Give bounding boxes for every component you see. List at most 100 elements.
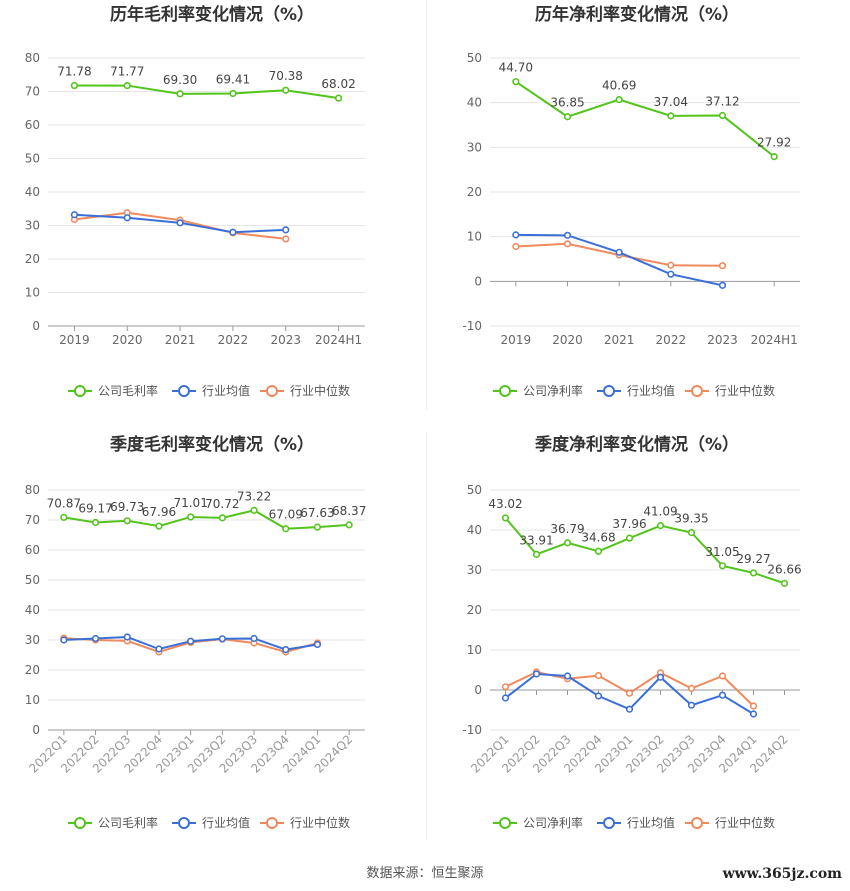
data-point [70,81,79,90]
data-point [532,550,541,558]
data-point [625,534,634,542]
data-point [512,231,520,239]
data-point [70,211,79,219]
legend-swatch-marker [74,817,86,829]
chart-annual-net-margin: 历年净利率变化情况（%） -10 0 10 20 30 40 50 2019 2020 2021 20… [425,0,850,430]
data-point [218,635,226,643]
legend-label: 行业均值 [202,815,250,830]
data-point [282,226,290,234]
data-label: 69.41 [216,72,250,86]
y-tick-label: 60 [25,118,40,132]
data-label: 67.63 [300,506,334,520]
y-tick-label: 50 [467,483,482,497]
data-point [501,683,510,691]
data-label: 39.35 [674,512,708,526]
data-label: 69.17 [78,501,112,515]
data-point [532,670,541,678]
divider [426,0,427,410]
data-point [718,562,727,570]
data-point [91,634,100,643]
data-label: 70.87 [47,496,81,510]
data-label: 31.05 [705,545,739,559]
data-label: 37.96 [612,517,646,531]
y-tick-label: 30 [467,140,482,154]
legend-swatch-marker [178,817,190,829]
x-tick-label: 2021 [165,333,196,347]
y-tick-label: 0 [474,274,482,288]
data-point [667,270,675,278]
data-point [282,86,290,94]
legend-label: 行业均值 [627,815,675,830]
data-point [563,672,572,680]
data-point [563,240,572,248]
data-point [187,513,195,521]
data-point [594,547,603,555]
data-point [718,281,727,289]
data-point [512,78,520,86]
data-point [155,645,163,653]
data-point [749,710,758,718]
data-label: 40.69 [602,79,636,93]
data-point [615,95,623,104]
data-point [563,231,572,239]
data-label: 37.12 [705,95,739,109]
x-tick-label: 2019 [501,333,532,347]
source-note: 数据来源：恒生聚源 [366,866,484,881]
x-tick-label: 2020 [552,333,583,347]
y-tick-label: 50 [25,152,40,166]
y-tick-label: 20 [25,663,40,677]
legend-swatch-marker [74,385,86,397]
y-tick-label: 40 [467,523,482,537]
data-label: 67.96 [142,505,176,519]
series-line [515,233,723,287]
data-label: 70.38 [269,69,303,83]
legend-swatch-marker [691,817,703,829]
data-label: 44.70 [499,61,533,75]
data-point [687,528,696,537]
data-label: 43.02 [488,497,522,511]
series-line [504,517,785,585]
data-label: 69.30 [163,73,197,87]
chart-title: 季度毛利率变化情况（%） [110,434,314,455]
x-tick-label: 2020 [112,333,143,347]
y-tick-label: 40 [25,185,40,199]
data-point [780,579,789,587]
chart-title: 历年净利率变化情况（%） [535,4,739,25]
legend-label: 行业均值 [627,383,675,398]
data-label: 69.73 [110,500,144,514]
chart-svg: 季度毛利率变化情况（%）010203040506070802022Q12022Q… [25,434,367,830]
y-tick-label: 10 [25,693,40,707]
y-tick-label: 30 [25,219,40,233]
x-tick-label: 2023 [270,333,301,347]
legend-label: 公司净利率 [523,383,583,398]
data-label: 27.92 [757,136,791,150]
data-label: 41.09 [643,505,677,519]
legend-swatch-marker [178,385,190,397]
y-tick-label: 70 [25,513,40,527]
x-tick-label: 2022 [656,333,687,347]
series-line [63,509,350,530]
legend-label: 行业中位数 [715,383,775,398]
series-line [505,670,755,707]
data-point [250,506,258,514]
data-point [667,112,675,120]
legend-swatch-marker [499,817,511,829]
legend-swatch-marker [266,817,278,829]
y-tick-label: 70 [25,85,40,99]
y-tick-label: 20 [467,603,482,617]
series-line [74,84,339,100]
data-point [770,153,778,161]
data-label: 29.27 [736,552,770,566]
data-point [123,517,131,525]
data-point [176,219,184,227]
data-point [91,518,100,527]
y-tick-label: 0 [32,319,40,333]
y-tick-label: 20 [467,185,482,199]
y-tick-label: 0 [474,683,482,697]
y-tick-label: 80 [25,51,40,65]
x-tick-label: 2024H1 [751,333,798,347]
x-tick-label: 2021 [604,333,635,347]
chart-title: 季度净利率变化情况（%） [535,434,739,455]
y-tick-label: 10 [467,230,482,244]
data-point [667,261,675,269]
